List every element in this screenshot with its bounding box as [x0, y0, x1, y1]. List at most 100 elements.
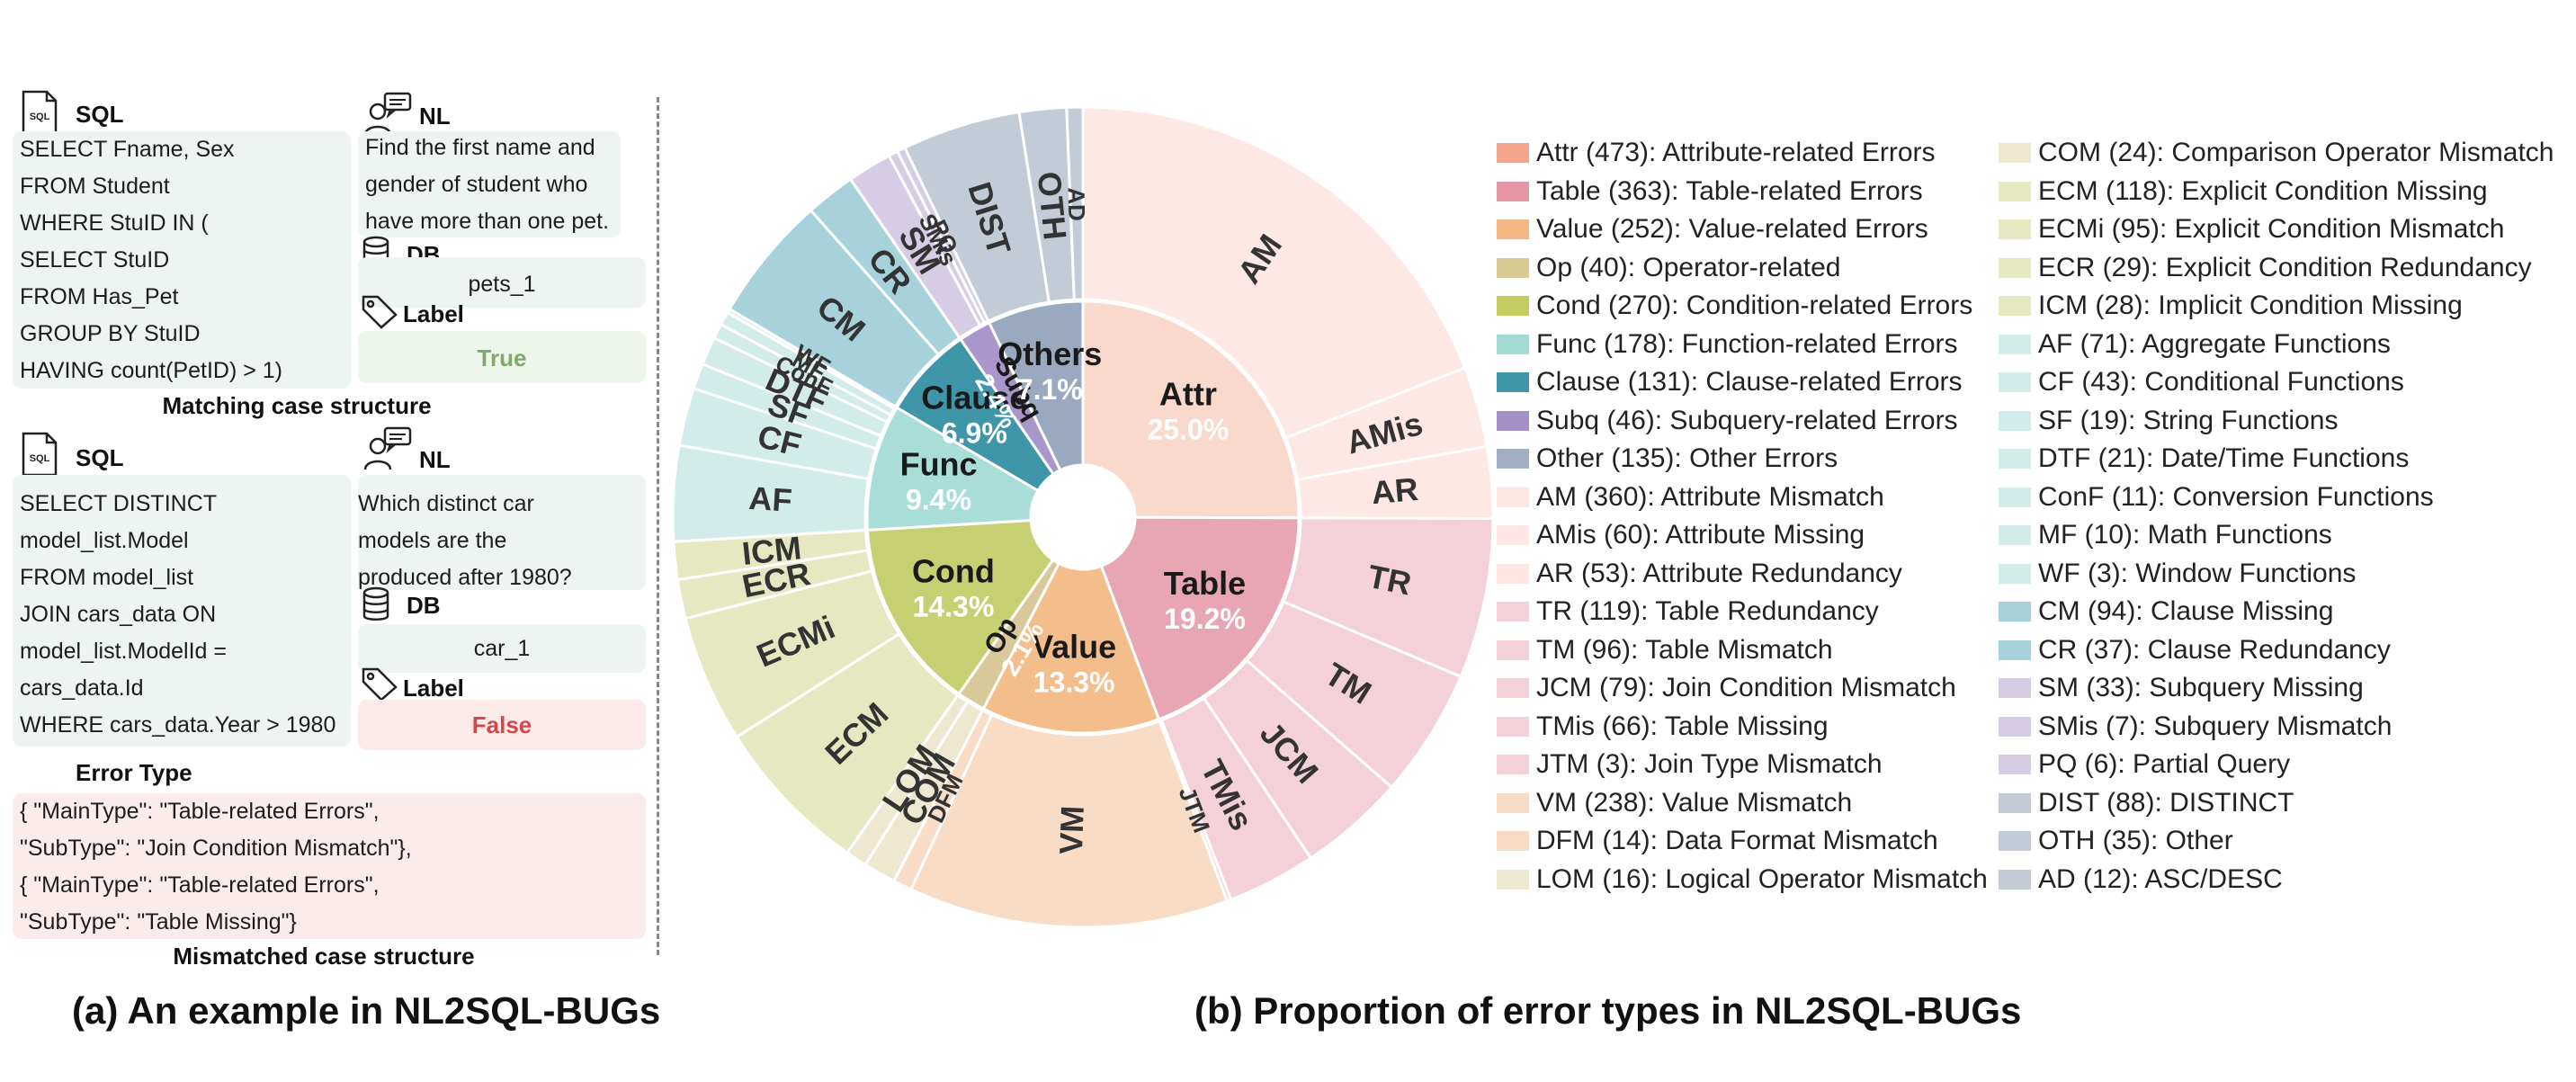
sql-line: SELECT StuID [20, 247, 170, 273]
legend-swatch [1497, 334, 1529, 354]
legend-label: AM (360): Attribute Mismatch [1536, 481, 1884, 512]
nl-line: Find the first name and [365, 135, 595, 160]
legend-label: Clause (131): Clause-related Errors [1536, 367, 1963, 397]
inner-percent-attr: 25.0% [1147, 414, 1229, 446]
inner-label-cond: Cond [912, 552, 995, 589]
legend-item: Cond (270): Condition-related Errors [1497, 288, 1972, 324]
legend-item: SMis (7): Subquery Mismatch [1999, 709, 2392, 745]
legend-swatch [1999, 334, 2031, 354]
legend-label: Func (178): Function-related Errors [1536, 328, 1958, 359]
legend-item: Clause (131): Clause-related Errors [1497, 364, 1963, 400]
legend-label: MF (10): Math Functions [2038, 520, 2332, 550]
nl-panel-1 [358, 131, 621, 237]
legend-item: Func (178): Function-related Errors [1497, 326, 1958, 362]
legend-swatch [1999, 487, 2031, 507]
legend-label: TR (119): Table Redundancy [1536, 596, 1879, 626]
nl-line: gender of student who [365, 172, 588, 197]
legend-swatch [1497, 563, 1529, 584]
outer-slice-ad [1065, 105, 1085, 301]
legend-label: AD (12): ASC/DESC [2038, 863, 2283, 894]
legend-item: VM (238): Value Mismatch [1497, 785, 1852, 821]
legend-swatch [1497, 219, 1529, 239]
legend-item: AMis (60): Attribute Missing [1497, 517, 1865, 553]
legend-item: AD (12): ASC/DESC [1999, 862, 2283, 898]
db-value-2: car_1 [473, 636, 531, 661]
sql-header-2: SQL [76, 444, 124, 471]
label-value-true: True [477, 344, 527, 371]
nl-line: models are the [358, 528, 507, 553]
sunburst-chart: AMAMisARTRTMJCMTMisJTMVMDFMCOMLOMECMECMi… [671, 105, 1493, 926]
legend-label: PQ (6): Partial Query [2038, 749, 2291, 779]
legend-swatch [1999, 869, 2031, 890]
legend-item: MF (10): Math Functions [1999, 517, 2332, 553]
legend-item: Attr (473): Attribute-related Errors [1497, 135, 1936, 171]
nl-text-2: Which distinct car models are the produc… [358, 486, 572, 596]
legend-item: ECMi (95): Explicit Condition Mismatch [1999, 211, 2504, 247]
inner-label-others: Others [997, 335, 1102, 372]
db-panel-1 [358, 257, 646, 308]
legend-label: CM (94): Clause Missing [2038, 596, 2334, 626]
error-type-header: Error Type [76, 759, 192, 786]
legend-label: Value (252): Value-related Errors [1536, 214, 1928, 244]
sql-line: SELECT Fname, Sex [20, 137, 235, 162]
legend-swatch [1999, 563, 2031, 584]
person-chat-icon [363, 92, 412, 136]
legend-label: SMis (7): Subquery Mismatch [2038, 711, 2393, 741]
legend-swatch [1497, 602, 1529, 621]
legend-item: DTF (21): Date/Time Functions [1999, 441, 2409, 477]
sql-file-icon-label: SQL [30, 112, 50, 122]
legend-item: ConF (11): Conversion Functions [1999, 479, 2434, 515]
nl-header-1: NL [419, 103, 451, 130]
error-line: { "MainType": "Table-related Errors", [20, 799, 380, 824]
legend-label: ECM (118): Explicit Condition Missing [2038, 175, 2488, 206]
legend-label: LOM (16): Logical Operator Mismatch [1536, 863, 1988, 894]
nl-panel-2 [358, 475, 646, 590]
mismatched-caption: Mismatched case structure [173, 943, 475, 970]
panel-b-caption: (b) Proportion of error types in NL2SQL-… [1194, 989, 2022, 1032]
legend-item: ICM (28): Implicit Condition Missing [1999, 288, 2463, 324]
legend-label: AMis (60): Attribute Missing [1536, 520, 1865, 550]
label-value-false: False [471, 711, 532, 738]
tag-icon [362, 295, 398, 329]
legend-item: Op (40): Operator-related [1497, 250, 1840, 286]
error-line: "SubType": "Table Missing"} [20, 909, 297, 934]
legend-swatch [1999, 792, 2031, 813]
inner-percent-others: 7.1% [1017, 373, 1083, 406]
legend-item: AF (71): Aggregate Functions [1999, 326, 2391, 362]
inner-slice-func [865, 406, 1041, 532]
legend-item: SF (19): String Functions [1999, 403, 2338, 439]
legend-item: PQ (6): Partial Query [1999, 747, 2290, 782]
legend-swatch [1999, 181, 2031, 201]
error-line: "SubType": "Join Condition Mismatch"}, [20, 836, 412, 861]
inner-ring [865, 300, 1301, 735]
outer-label-ar: AR [1370, 470, 1419, 511]
sql-code-2: SELECT DISTINCT model_list.Model FROM mo… [20, 486, 335, 744]
legend-label: DTF (21): Date/Time Functions [2038, 443, 2410, 473]
sql-line: WHERE StuID IN ( [20, 210, 209, 236]
db-header-2: DB [407, 592, 441, 619]
inner-percent-value: 13.3% [1033, 666, 1115, 699]
legend-item: ECR (29): Explicit Condition Redundancy [1999, 250, 2532, 286]
legend-label: VM (238): Value Mismatch [1536, 787, 1853, 818]
tag-icon [362, 667, 398, 702]
legend-item: CR (37): Clause Redundancy [1999, 632, 2391, 668]
legend-swatch [1497, 755, 1529, 774]
legend-label: DIST (88): DISTINCT [2038, 787, 2294, 818]
legend-label: OTH (35): Other [2038, 826, 2233, 855]
sql-line: FROM Student [20, 174, 170, 199]
legend-item: CM (94): Clause Missing [1999, 594, 2333, 630]
db-panel-2 [358, 624, 646, 673]
legend-label: Cond (270): Condition-related Errors [1536, 291, 1973, 320]
legend-label: Subq (46): Subquery-related Errors [1536, 405, 1958, 435]
error-line: { "MainType": "Table-related Errors", [20, 872, 380, 898]
sql-line: cars_data.Id [20, 675, 144, 701]
legend-label: ICM (28): Implicit Condition Missing [2038, 291, 2463, 320]
sql-file-icon: SQL [22, 90, 58, 135]
legend-label: CF (43): Conditional Functions [2038, 367, 2404, 397]
legend-swatch [1497, 792, 1529, 813]
error-type-panel [13, 793, 646, 939]
legend-swatch [1999, 639, 2031, 660]
legend-item: LOM (16): Logical Operator Mismatch [1497, 862, 1988, 898]
legend-swatch [1999, 678, 2031, 698]
database-icon [362, 586, 389, 621]
